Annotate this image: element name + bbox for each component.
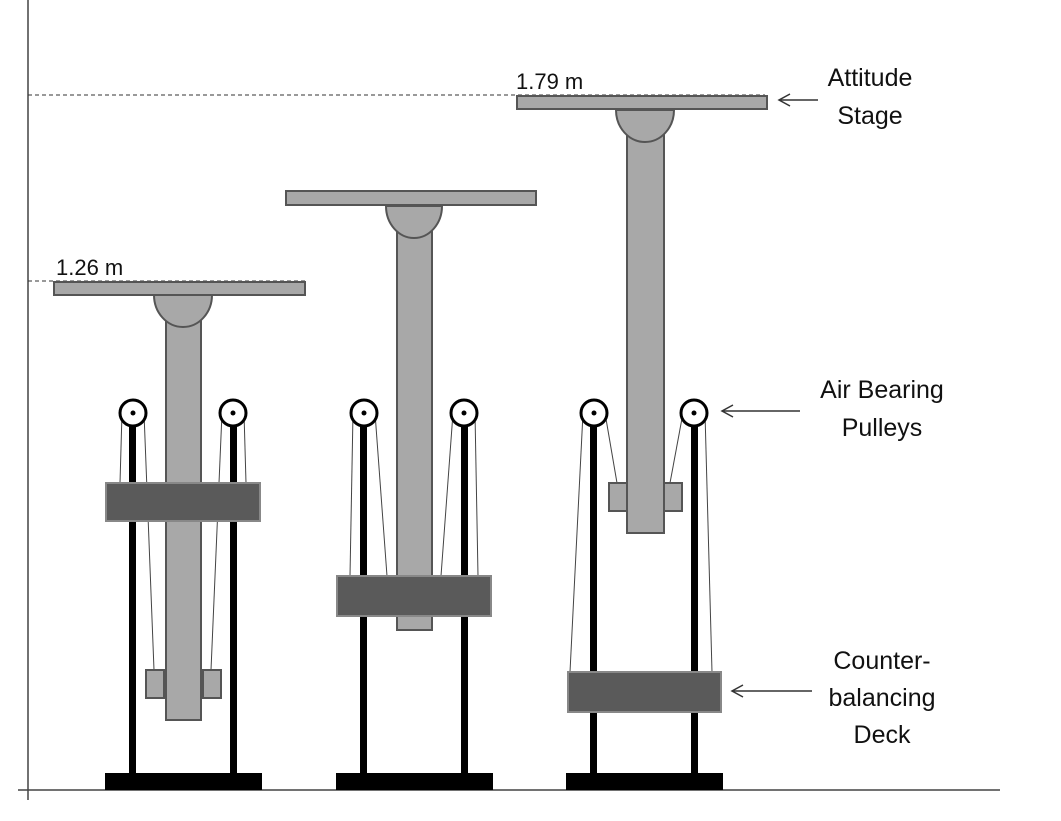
hemispherical-bearing [152, 294, 214, 328]
counter-balancing-deck [105, 482, 261, 522]
low-height-label: 1.26 m [56, 255, 123, 280]
cable [604, 412, 618, 484]
cable [669, 412, 684, 484]
counter-balancing-deck [336, 575, 492, 617]
air-bearing-pulley-right [449, 398, 479, 428]
mast [626, 127, 665, 534]
label-line: Air Bearing [820, 376, 944, 404]
stand-1 [53, 281, 306, 790]
label-line: Stage [837, 102, 902, 130]
cable [474, 412, 479, 577]
stand-3 [516, 95, 768, 790]
air-bearing-pulley-left [579, 398, 609, 428]
pulley-block [145, 669, 165, 699]
cable [704, 412, 713, 673]
air-bearing-pulley-right [218, 398, 248, 428]
height-references: 1.79 m 1.26 m [28, 69, 765, 282]
pulley-block [202, 669, 222, 699]
cable [119, 412, 123, 484]
label-line: Pulleys [842, 414, 923, 442]
attitude-stage-arrow [777, 93, 818, 107]
label-line: Counter- [833, 647, 930, 675]
cable [143, 412, 155, 671]
air-bearing-pulley-left [118, 398, 148, 428]
pulley-block [608, 482, 628, 512]
base-plate [566, 773, 723, 790]
counter-balancing-deck [567, 671, 722, 713]
frame-post-left [129, 418, 136, 774]
cable [569, 412, 584, 673]
counter-balancing-deck-arrow [730, 684, 812, 698]
stand-2 [285, 190, 537, 790]
label-line: balancing [828, 684, 935, 712]
air-bearing-pulley-left [349, 398, 379, 428]
attitude-stage [53, 281, 306, 296]
label-line: Attitude [828, 64, 913, 92]
callout-arrows [720, 93, 818, 698]
attitude-stage [516, 95, 768, 110]
base-plate [336, 773, 493, 790]
cable [349, 412, 354, 577]
attitude-stage [285, 190, 537, 206]
hemispherical-bearing [614, 109, 676, 143]
hemispherical-bearing [384, 205, 444, 239]
cable [243, 412, 247, 484]
attitude-stage-label: Attitude Stage [828, 64, 913, 130]
air-bearing-pulleys-arrow [720, 404, 800, 418]
cable [440, 412, 454, 577]
cable [210, 412, 223, 671]
pulley-block [663, 482, 683, 512]
frame-post-left [590, 418, 597, 774]
frame-post-right [691, 418, 698, 774]
cable [374, 412, 388, 577]
air-bearing-pulley-right [679, 398, 709, 428]
label-line: Deck [854, 721, 911, 749]
frame-post-right [230, 418, 237, 774]
counter-balancing-deck-label: Counter- balancing Deck [828, 647, 935, 749]
high-height-label: 1.79 m [516, 69, 583, 94]
mast [396, 226, 433, 631]
base-plate [105, 773, 262, 790]
air-bearing-pulleys-label: Air Bearing Pulleys [820, 376, 944, 442]
